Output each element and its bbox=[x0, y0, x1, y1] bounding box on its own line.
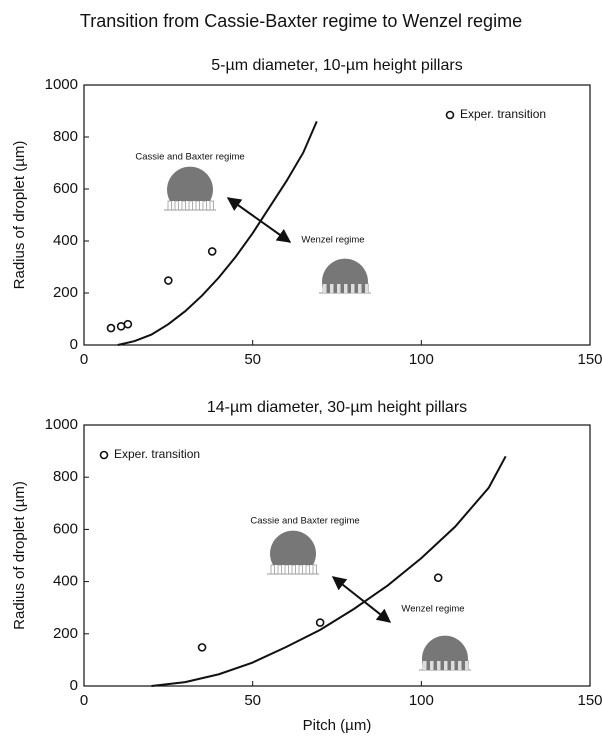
pillar bbox=[209, 200, 214, 211]
pillar bbox=[202, 200, 207, 211]
pillar bbox=[305, 564, 310, 575]
pillar bbox=[167, 200, 172, 211]
x-tick-label: 50 bbox=[244, 692, 261, 709]
chart-title: 14-µm diameter, 30-µm height pillars bbox=[207, 399, 467, 416]
transition-arrow bbox=[331, 576, 392, 623]
y-tick-label: 200 bbox=[53, 284, 78, 301]
legend-marker bbox=[445, 110, 455, 120]
legend-marker bbox=[99, 450, 109, 460]
pillar bbox=[351, 284, 355, 293]
pillar bbox=[277, 564, 282, 575]
data-point bbox=[123, 319, 133, 329]
pillar bbox=[458, 661, 462, 670]
pillar bbox=[312, 564, 317, 575]
plot-frame bbox=[83, 84, 591, 346]
theory-curve bbox=[117, 121, 318, 346]
data-point bbox=[197, 643, 207, 652]
annotation: Cassie and Baxter regime bbox=[135, 152, 244, 163]
y-tick-label: 400 bbox=[53, 573, 78, 590]
pillar bbox=[365, 284, 369, 293]
pillar bbox=[337, 284, 341, 293]
pillar bbox=[423, 661, 427, 670]
y-tick-label: 1000 bbox=[45, 76, 78, 93]
droplet-icon bbox=[419, 635, 471, 671]
data-point bbox=[106, 323, 116, 333]
y-tick-label: 200 bbox=[53, 625, 78, 642]
x-tick-label: 50 bbox=[244, 351, 261, 368]
y-tick-label: 400 bbox=[53, 232, 78, 249]
pillar bbox=[451, 661, 455, 670]
pillar bbox=[344, 284, 348, 293]
figure-title: Transition from Cassie-Baxter regime to … bbox=[80, 11, 522, 31]
x-tick-label: 0 bbox=[80, 692, 88, 709]
droplet-icon bbox=[267, 530, 319, 575]
annotation: Wenzel regime bbox=[401, 604, 464, 615]
y-axis-label: Radius of droplet (µm) bbox=[11, 141, 28, 290]
chart-title: 5-µm diameter, 10-µm height pillars bbox=[211, 57, 462, 74]
y-tick-label: 600 bbox=[53, 520, 78, 537]
annotation: Wenzel regime bbox=[301, 235, 364, 246]
y-tick-label: 800 bbox=[53, 128, 78, 145]
y-tick-label: 800 bbox=[53, 468, 78, 485]
y-tick-label: 0 bbox=[70, 677, 78, 694]
pillar bbox=[195, 200, 200, 211]
data-point bbox=[164, 276, 173, 285]
legend-label: Exper. transition bbox=[114, 447, 200, 461]
pillar bbox=[330, 284, 334, 293]
droplet-icon bbox=[164, 166, 216, 211]
pillar bbox=[465, 661, 469, 670]
y-tick-label: 0 bbox=[70, 336, 78, 353]
x-axis-label: Pitch (µm) bbox=[303, 717, 372, 734]
legend-label: Exper. transition bbox=[460, 107, 546, 121]
y-tick-label: 600 bbox=[53, 180, 78, 197]
x-tick-label: 100 bbox=[409, 692, 434, 709]
pillar bbox=[181, 200, 186, 211]
transition-arrow bbox=[226, 197, 292, 243]
pillar bbox=[174, 200, 179, 211]
pillar bbox=[298, 564, 303, 575]
pillar bbox=[291, 564, 296, 575]
x-tick-label: 0 bbox=[80, 351, 88, 368]
pillar bbox=[437, 661, 441, 670]
x-tick-label: 150 bbox=[577, 351, 602, 368]
x-tick-label: 150 bbox=[577, 692, 602, 709]
data-point bbox=[207, 247, 217, 256]
data-point bbox=[315, 618, 325, 627]
pillar bbox=[444, 661, 448, 670]
annotation: Cassie and Baxter regime bbox=[250, 516, 359, 527]
data-point bbox=[116, 321, 126, 331]
plot-frame bbox=[83, 424, 591, 687]
droplet-icon bbox=[319, 258, 371, 294]
drop bbox=[270, 530, 316, 565]
x-tick-label: 100 bbox=[409, 351, 434, 368]
pillar bbox=[358, 284, 362, 293]
data-point bbox=[433, 573, 443, 582]
y-axis-label: Radius of droplet (µm) bbox=[11, 481, 28, 630]
pillar bbox=[430, 661, 434, 670]
pillar bbox=[323, 284, 327, 293]
pillar bbox=[270, 564, 275, 575]
pillar bbox=[284, 564, 289, 575]
y-tick-label: 1000 bbox=[45, 416, 78, 433]
pillar bbox=[188, 200, 193, 211]
drop bbox=[167, 166, 214, 201]
